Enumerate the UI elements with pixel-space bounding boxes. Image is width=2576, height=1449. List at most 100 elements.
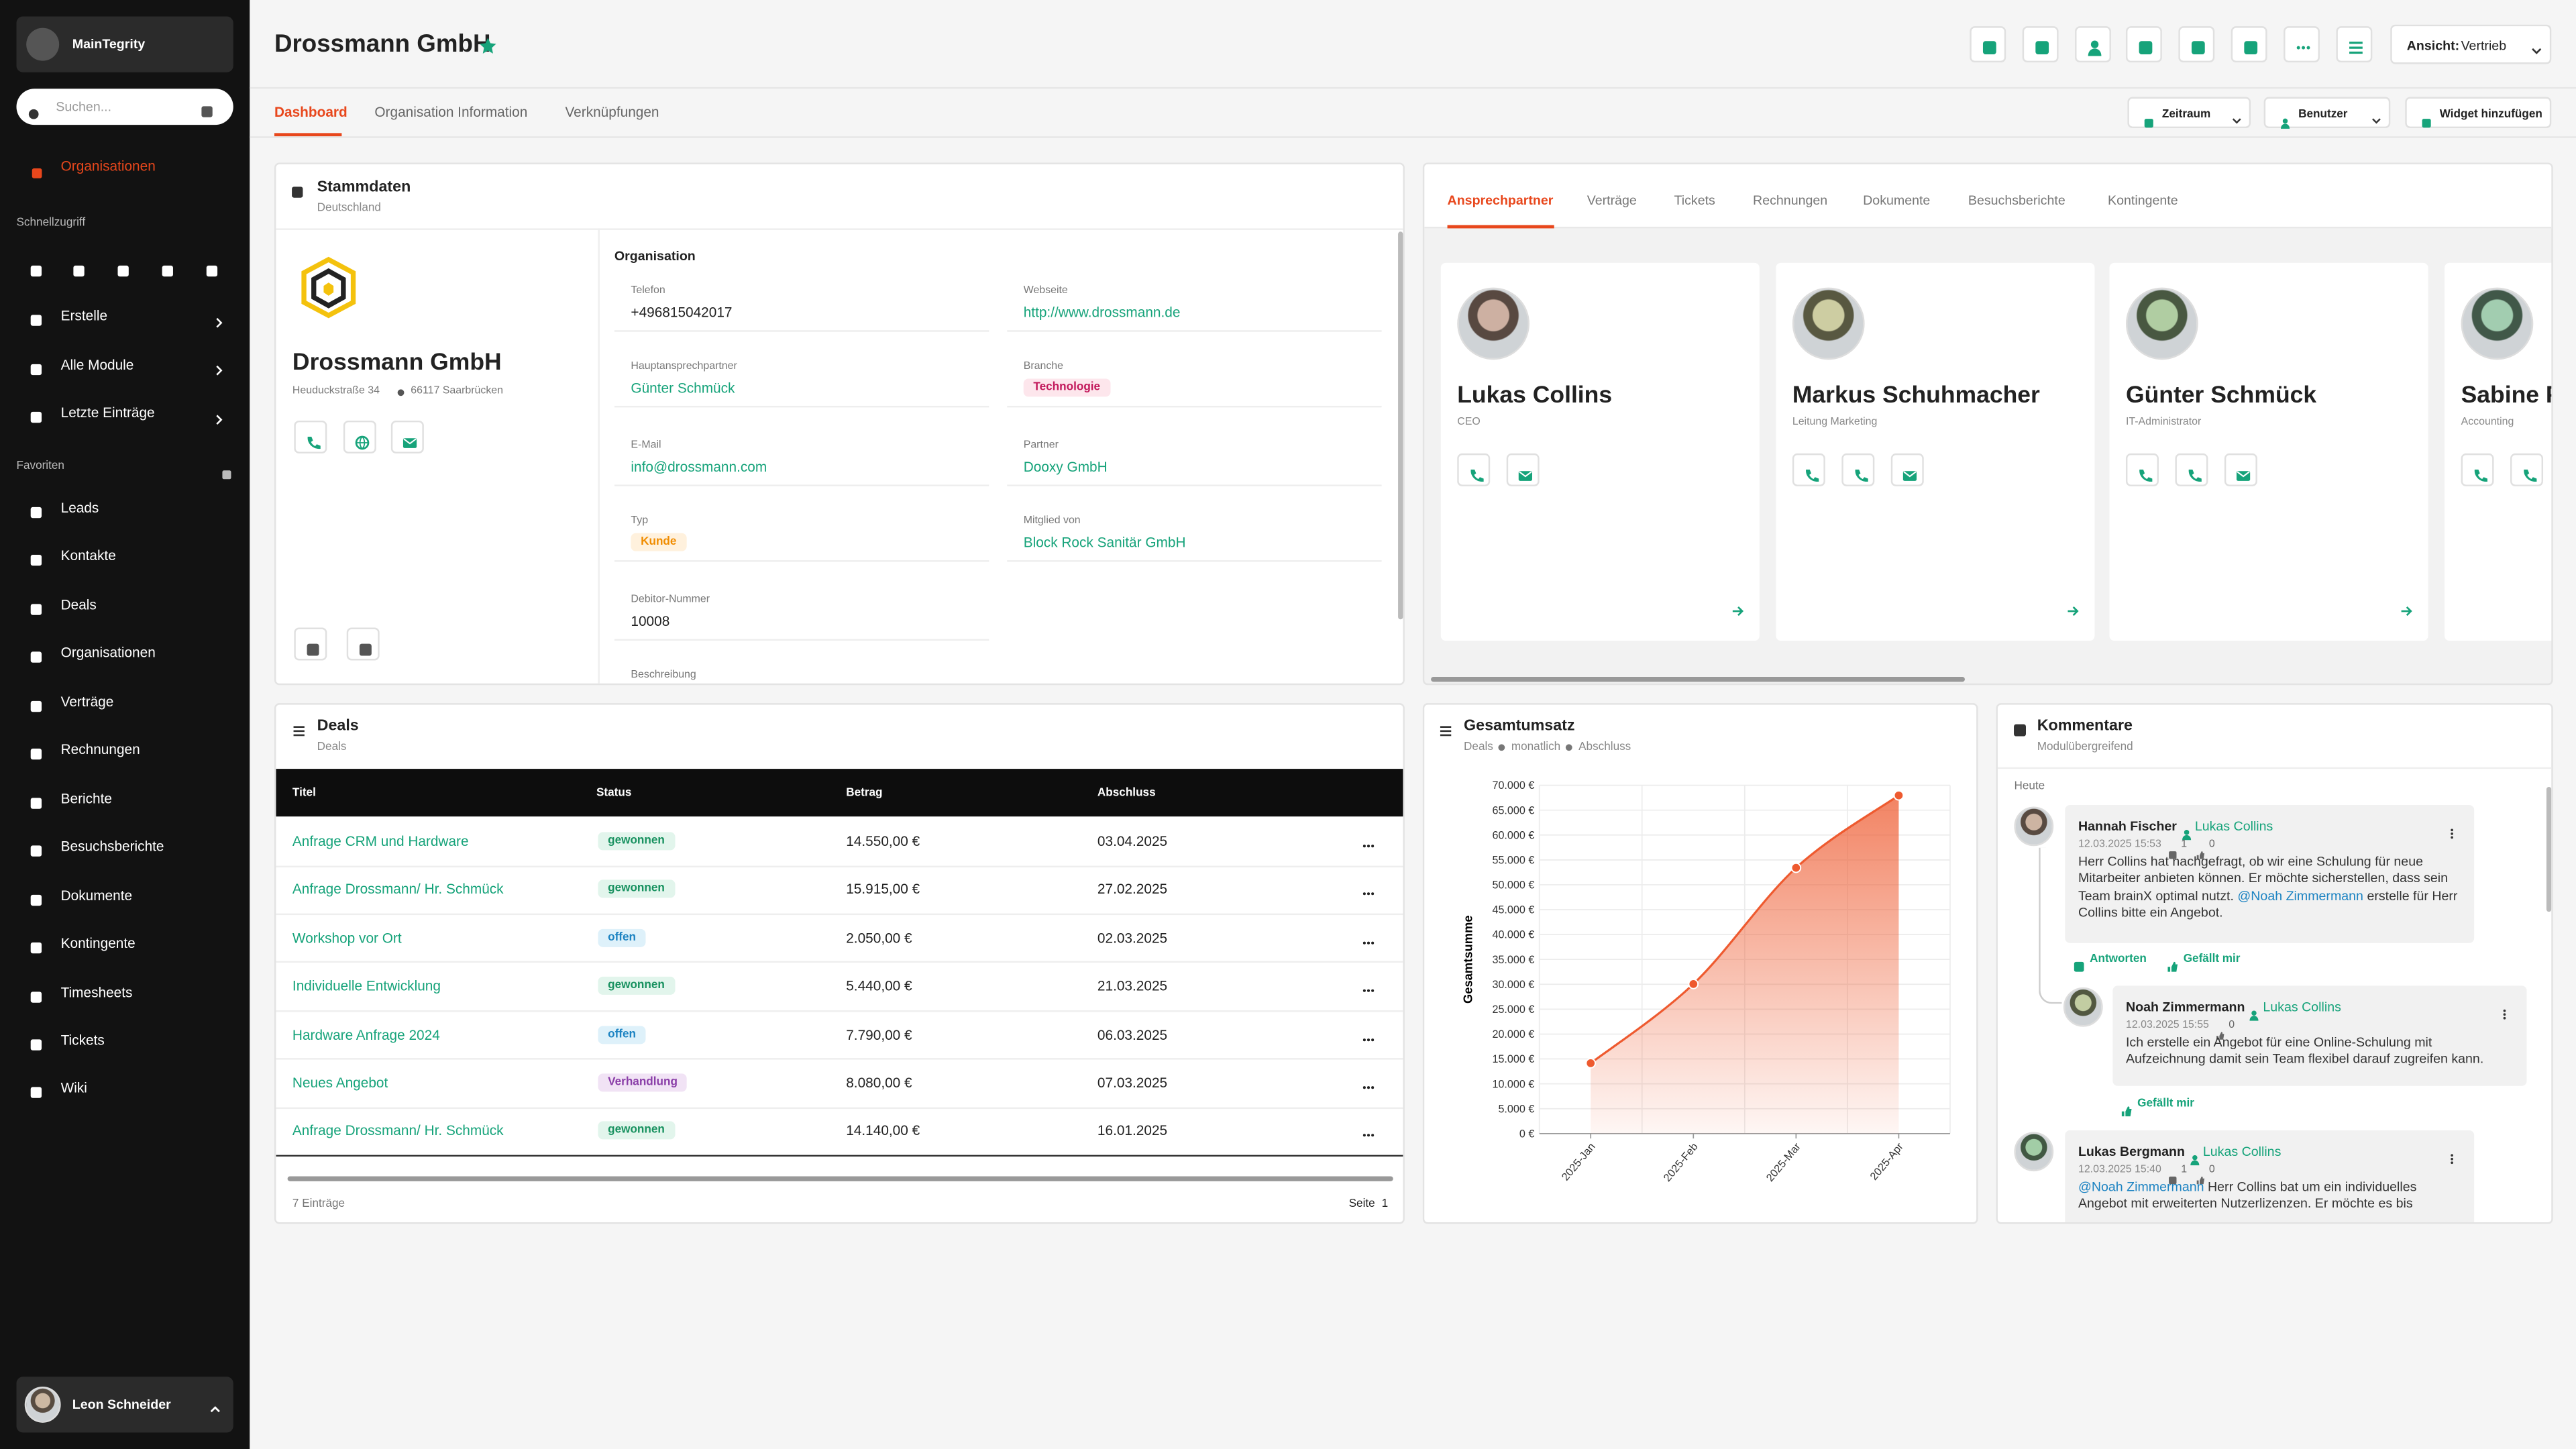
tab[interactable]: Kontingente [2108, 193, 2178, 208]
icon-button[interactable] [1457, 453, 1491, 486]
icon-button[interactable] [294, 627, 327, 661]
comment-target[interactable]: Lukas Collins [2263, 1000, 2341, 1015]
icon-button[interactable] [2231, 26, 2267, 63]
icon [2165, 952, 2180, 971]
deal-title[interactable]: Anfrage Drossmann/ Hr. Schmück [292, 1122, 504, 1140]
icon-button[interactable] [2175, 453, 2208, 486]
user-box[interactable]: Leon Schneider [16, 1377, 233, 1433]
nav-item[interactable]: Kontingente [60, 934, 136, 952]
icon-button[interactable] [1970, 26, 2006, 63]
icon-button[interactable] [2126, 26, 2163, 63]
comment-target[interactable]: Lukas Collins [2202, 1144, 2282, 1159]
icon [303, 637, 321, 655]
field-value[interactable]: Günter Schmück [631, 379, 735, 396]
icon-button[interactable] [2335, 26, 2372, 63]
deal-amount: 5.440,00 € [846, 977, 912, 995]
row-divider [276, 865, 1403, 867]
icon-button[interactable] [294, 420, 327, 453]
nav-item[interactable]: Berichte [60, 790, 112, 806]
icon [1900, 462, 1918, 480]
deal-title[interactable]: Workshop vor Ort [292, 929, 402, 947]
scrollbar [2546, 787, 2552, 912]
field-value[interactable]: Dooxy GmbH [1023, 458, 1108, 475]
nav-item[interactable]: Deals [60, 596, 97, 613]
field-line [614, 330, 989, 332]
icon-button[interactable] [1841, 453, 1875, 486]
nav-item[interactable]: Rechnungen [60, 741, 140, 758]
view-select[interactable]: Ansicht: Vertrieb [2390, 24, 2552, 64]
nav-item[interactable]: Erstelle [60, 307, 108, 324]
filter-button[interactable]: Widget hinzufügen [2405, 97, 2552, 129]
brand-logo [26, 28, 60, 61]
tab[interactable]: Verträge [1587, 193, 1637, 208]
field-line [614, 484, 989, 486]
icon [1360, 1026, 1377, 1042]
icon [1360, 833, 1377, 849]
icon-button[interactable] [1792, 453, 1825, 486]
deal-title[interactable]: Individuelle Entwicklung [292, 977, 441, 995]
filter-button[interactable]: Benutzer [2263, 97, 2391, 129]
icon-button[interactable] [2125, 453, 2159, 486]
deal-title[interactable]: Hardware Anfrage 2024 [292, 1026, 440, 1043]
icon-button[interactable] [346, 627, 380, 661]
search[interactable]: Suchen... [16, 89, 233, 125]
current-nav[interactable]: Organisationen [60, 158, 156, 174]
tab[interactable]: Dashboard [274, 103, 347, 120]
reply-count: 1 [2181, 1164, 2188, 1176]
icon-button[interactable] [1506, 453, 1540, 486]
icon-button[interactable] [2510, 453, 2544, 486]
icon [2167, 839, 2178, 859]
nav-item[interactable]: Alle Module [60, 356, 134, 372]
nav-item[interactable]: Wiki [60, 1079, 87, 1097]
comment-target[interactable]: Lukas Collins [2194, 818, 2273, 834]
tab[interactable]: Besuchsberichte [1968, 193, 2065, 208]
comments-card: Kommentare Modulübergreifend Heute Hannah F… [1996, 703, 2553, 1224]
mention[interactable]: @Noah Zimmermann [2237, 888, 2363, 904]
icon [2032, 36, 2052, 56]
nav-item[interactable]: Organisationen [60, 644, 156, 661]
icon-button[interactable] [390, 420, 424, 453]
field-value[interactable]: info@drossmann.com [631, 458, 767, 475]
filter-button[interactable]: Zeitraum [2127, 97, 2251, 129]
field-value[interactable]: http://www.drossmann.de [1023, 304, 1181, 321]
tab[interactable]: Dokumente [1863, 193, 1931, 208]
tab[interactable]: Tickets [1674, 193, 1715, 208]
comment-action[interactable]: Gefällt mir [2137, 1098, 2194, 1110]
nav-item[interactable]: Kontakte [60, 547, 116, 565]
tab[interactable]: Organisation Information [374, 103, 528, 120]
icon [2188, 1145, 2202, 1166]
tab[interactable]: Verknüpfungen [565, 103, 659, 120]
tab[interactable]: Ansprechpartner [1447, 193, 1554, 208]
nav-item[interactable]: Verträge [60, 692, 114, 710]
icon-button[interactable] [2074, 26, 2110, 63]
icon-button[interactable] [2283, 26, 2320, 63]
icon-button[interactable] [2461, 453, 2494, 486]
icon [25, 99, 40, 119]
deal-title[interactable]: Anfrage CRM und Hardware [292, 833, 469, 850]
icon-button[interactable] [1890, 453, 1924, 486]
nav-item[interactable]: Tickets [60, 1031, 105, 1049]
tab[interactable]: Rechnungen [1753, 193, 1828, 208]
comment-action[interactable]: Antworten [2090, 953, 2147, 965]
nav-item[interactable]: Letzte Einträge [60, 404, 155, 421]
contacts-card: Ansprechpartner Verträge Tickets Rechnungen… [1422, 162, 2553, 686]
nav-item[interactable]: Leads [60, 499, 99, 516]
deal-title[interactable]: Anfrage Drossmann/ Hr. Schmück [292, 881, 504, 898]
icon-button[interactable] [2022, 26, 2059, 63]
org-city: 66117 Saarbrücken [411, 385, 504, 397]
icon-button[interactable] [2224, 453, 2257, 486]
avatar [2014, 1132, 2054, 1172]
field-line [1007, 330, 1382, 332]
comment-bubble: Noah Zimmermann Lukas Collins 12.03.2025 1… [2112, 985, 2527, 1086]
comment-action[interactable]: Gefällt mir [2183, 953, 2241, 965]
icon-button[interactable] [2178, 26, 2215, 63]
deal-title[interactable]: Neues Angebot [292, 1074, 388, 1091]
mention[interactable]: @Noah Zimmermann [2078, 1179, 2204, 1195]
nav-item[interactable]: Dokumente [60, 886, 133, 903]
nav-item[interactable]: Timesheets [60, 983, 133, 1000]
avatar [2063, 987, 2103, 1027]
icon-button[interactable] [343, 420, 376, 453]
field-value[interactable]: Block Rock Sanitär GmbH [1023, 533, 1186, 551]
nav-item[interactable]: Besuchsberichte [60, 838, 164, 855]
